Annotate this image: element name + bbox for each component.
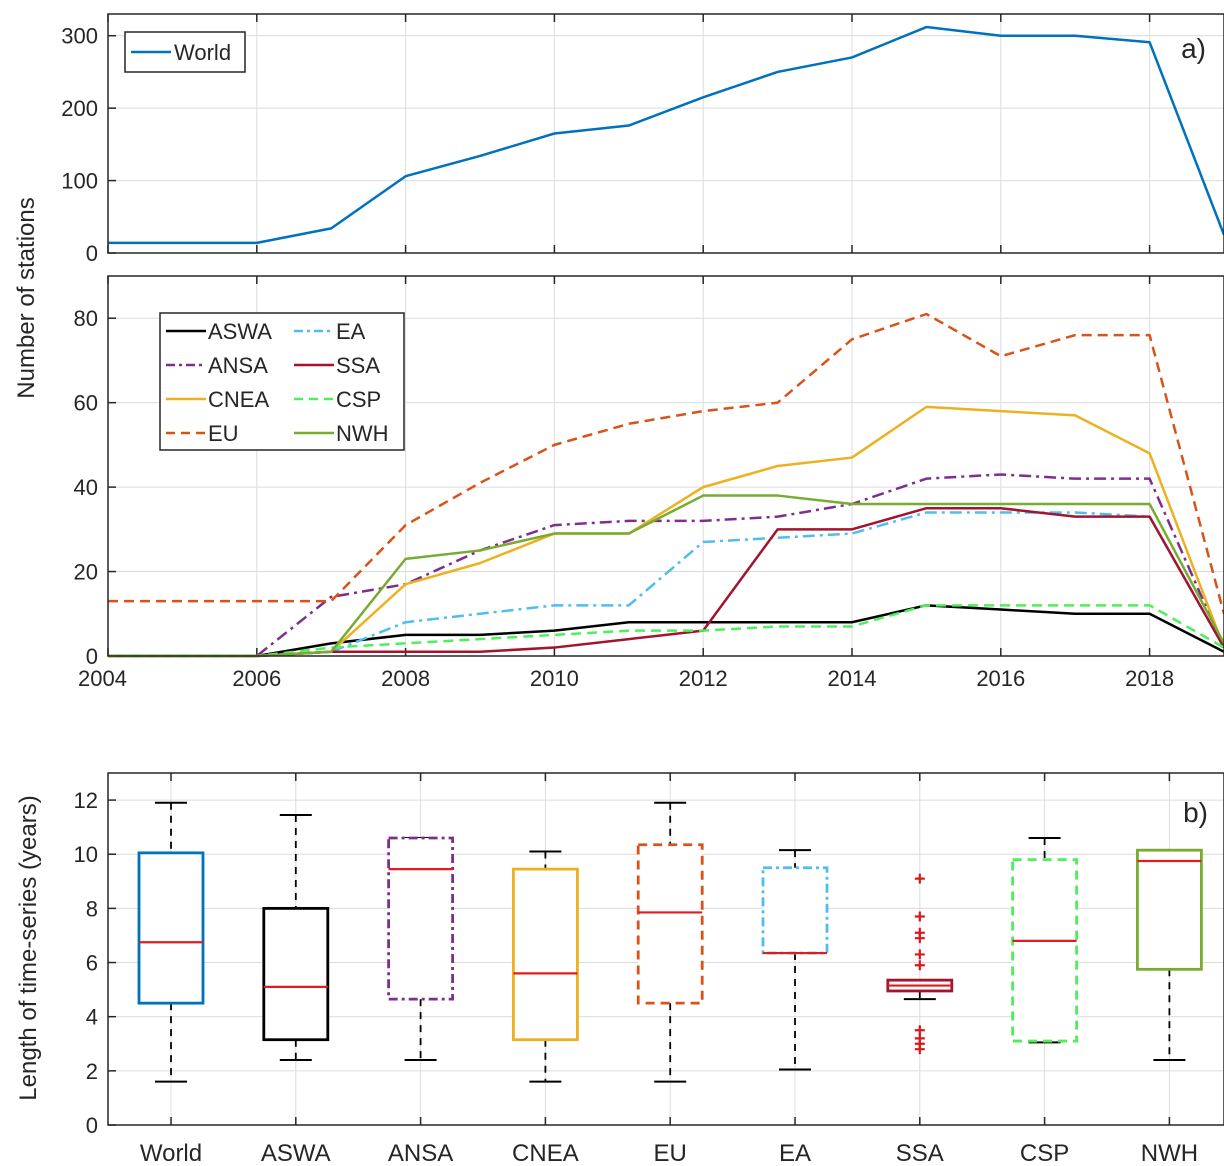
series-line-aswa [108, 604, 1224, 658]
x-tick-label: SSA [896, 1140, 944, 1166]
series-line-eu [108, 312, 1224, 615]
y-tick-label: 0 [86, 241, 98, 266]
legend-label: World [174, 40, 231, 65]
box-iqr [1136, 848, 1203, 971]
x-tick-label: 2016 [976, 666, 1025, 691]
box-aswa [262, 813, 330, 1062]
outlier-marker [914, 911, 925, 922]
panel-a-top: 0 100 200 300 World [61, 13, 1224, 266]
y-tick-label: 6 [86, 951, 98, 976]
x-tick-label: ASWA [261, 1140, 331, 1166]
x-tick-label: 2008 [381, 666, 430, 691]
outlier-marker [914, 960, 925, 971]
x-tick-label: NWH [1141, 1140, 1198, 1166]
x-tick-label: 2018 [1125, 666, 1174, 691]
panel-label-a: a) [1181, 33, 1206, 64]
y-axis-label-stations: Number of stations [13, 197, 40, 398]
box-ea [761, 849, 829, 1071]
y-tick-label: 100 [61, 169, 98, 194]
x-tick-label: 2012 [679, 666, 728, 691]
y-tick-label: 0 [86, 644, 98, 669]
legend: World [124, 31, 246, 73]
legend-label: NWH [336, 421, 389, 446]
legend-label: EA [336, 319, 366, 344]
x-tick-label: ANSA [388, 1140, 453, 1166]
x-tick-label: CSP [1020, 1140, 1069, 1166]
box-ssa [886, 873, 954, 1055]
x-tick-label: 2014 [828, 666, 877, 691]
box-iqr [1011, 858, 1078, 1043]
legend: ASWA ANSA CNEA EU EA SSA CSP NWH [159, 312, 405, 451]
y-tick-label: 12 [74, 788, 98, 813]
box-iqr [636, 843, 704, 1005]
y-tick-label: 4 [86, 1005, 98, 1030]
x-tick-label: 2004 [78, 666, 127, 691]
box-iqr [387, 836, 455, 1001]
panel-a-bottom: 2004 2006 2008 2010 2012 2014 2016 2018 0 20 40 60 8… [74, 275, 1224, 691]
x-tick-label: 2006 [232, 666, 281, 691]
box-iqr [262, 906, 330, 1042]
series-line-csp [108, 604, 1224, 658]
box-eu [636, 801, 704, 1083]
legend-box [159, 312, 405, 451]
y-tick-label: 40 [74, 475, 98, 500]
y-tick-label: 200 [61, 96, 98, 121]
box-cnea [512, 850, 579, 1083]
box-iqr [761, 866, 829, 955]
series-line-ansa [108, 473, 1224, 658]
x-tick-label: CNEA [512, 1140, 579, 1166]
y-tick-label: 2 [86, 1059, 98, 1084]
outlier-marker [914, 949, 925, 960]
y-tick-label: 0 [86, 1113, 98, 1138]
plot-area [108, 14, 1224, 253]
box-ansa [387, 836, 455, 1062]
y-tick-label: 20 [74, 560, 98, 585]
series-line-world [108, 25, 1224, 245]
y-tick-label: 300 [61, 24, 98, 49]
box-iqr [512, 867, 579, 1042]
y-tick-label: 60 [74, 391, 98, 416]
legend-label: ANSA [208, 353, 268, 378]
box-world [137, 801, 205, 1083]
y-tick-label: 80 [74, 306, 98, 331]
box-nwh [1136, 848, 1203, 1062]
outlier-marker [914, 1044, 925, 1055]
box-iqr [137, 851, 205, 1005]
x-tick-label: EU [654, 1140, 687, 1166]
series-line-nwh [108, 494, 1224, 658]
x-tick-label: World [140, 1140, 202, 1166]
box-csp [1011, 836, 1078, 1044]
legend-label: EU [208, 421, 239, 446]
y-tick-label: 8 [86, 896, 98, 921]
legend-label: ASWA [208, 319, 272, 344]
axes-box [107, 275, 1224, 657]
axes-box [107, 772, 1224, 1126]
legend-label: CNEA [208, 387, 269, 412]
x-tick-label: EA [779, 1140, 811, 1166]
axes-box [107, 13, 1224, 254]
x-tick-label: 2010 [530, 666, 579, 691]
outlier-marker [914, 873, 925, 884]
legend-label: CSP [336, 387, 381, 412]
legend-label: SSA [336, 353, 380, 378]
outlier-marker [914, 933, 925, 944]
panel-b: World ASWA ANSA CNEA EU EA SSA CSP NWH 0 2 4 6 8 10 12 [74, 772, 1224, 1166]
y-axis-label-length: Length of time-series (years) [15, 795, 42, 1100]
panel-label-b: b) [1183, 797, 1208, 828]
y-tick-label: 10 [74, 842, 98, 867]
